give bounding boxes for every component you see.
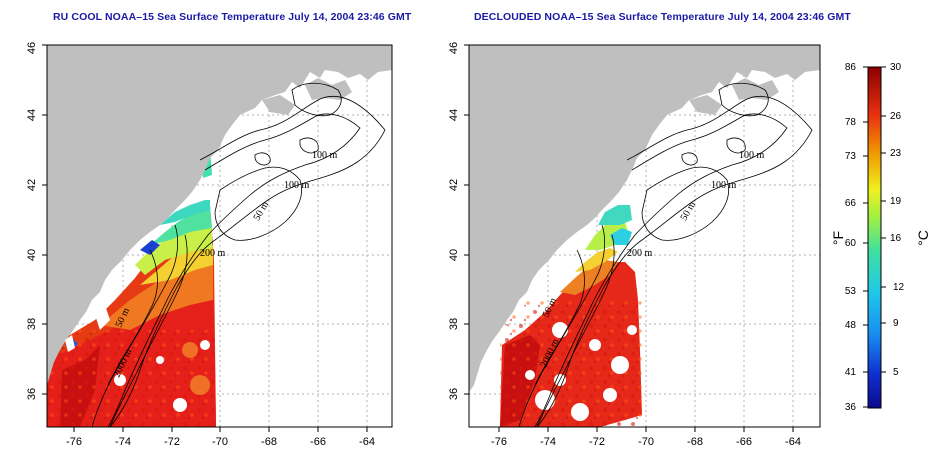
right-lat-label: 40 (448, 249, 460, 261)
sst-colorbar: 86 78 73 66 60 53 48 41 36 30 26 23 19 1… (830, 62, 931, 413)
left-panel-title: RU COOL NOAA–15 Sea Surface Temperature … (53, 11, 412, 23)
right-lon-label: -66 (736, 436, 752, 448)
right-lat-label: 36 (448, 388, 460, 400)
left-lon-label: -66 (310, 436, 326, 448)
colorbar-fahrenheit-labels: 86 78 73 66 60 53 48 41 36 (845, 62, 857, 413)
right-lon-label: -76 (491, 436, 507, 448)
right-axis-ticks (464, 44, 794, 432)
right-lat-tick-labels: 36 38 40 42 44 46 (448, 42, 460, 400)
fahrenheit-tick-label: 36 (845, 402, 857, 413)
colorbar-gradient (867, 66, 882, 409)
right-lon-label: -64 (785, 436, 801, 448)
right-lon-label: -70 (638, 436, 654, 448)
right-map-panel: 100 m 100 m 50 m 200 m 50 m 2000 m -76 -… (448, 42, 821, 448)
colorbar-ticks (863, 66, 886, 408)
colorbar-celsius-labels: 30 26 23 19 16 12 9 5 (890, 62, 905, 378)
left-bathymetry-contours (91, 82, 386, 427)
left-lon-label: -68 (261, 436, 277, 448)
fahrenheit-tick-label: 48 (845, 320, 857, 331)
left-lat-label: 44 (26, 109, 38, 121)
left-contour-label-100m-a: 100 m (312, 150, 338, 161)
left-land-mass (47, 45, 392, 385)
right-lon-tick-labels: -76 -74 -72 -70 -68 -66 -64 (491, 436, 801, 448)
right-contour-label-100m-b: 100 m (711, 180, 737, 191)
left-lon-label: -72 (164, 436, 180, 448)
fahrenheit-tick-label: 41 (845, 367, 857, 378)
left-lon-tick-labels: -76 -74 -72 -70 -68 -66 -64 (66, 436, 375, 448)
fahrenheit-tick-label: 66 (845, 198, 857, 209)
celsius-tick-label: 19 (890, 196, 902, 207)
right-land-mass (469, 45, 820, 392)
left-map-panel: 100 m 100 m 50 m 200 m 50 m 2000 m -76 -… (26, 42, 393, 448)
right-panel-title: DECLOUDED NOAA–15 Sea Surface Temperatur… (474, 11, 851, 23)
right-contour-label-100m-a: 100 m (739, 150, 765, 161)
left-lon-label: -74 (115, 436, 131, 448)
fahrenheit-tick-label: 53 (845, 286, 857, 297)
right-lon-label: -72 (589, 436, 605, 448)
celsius-tick-label: 23 (890, 148, 902, 159)
celsius-tick-label: 5 (893, 367, 899, 378)
celsius-tick-label: 30 (890, 62, 902, 73)
celsius-tick-label: 16 (890, 233, 902, 244)
left-lat-label: 36 (26, 388, 38, 400)
left-lon-label: -70 (212, 436, 228, 448)
right-plot-frame (468, 44, 821, 428)
right-lon-label: -68 (687, 436, 703, 448)
right-lat-label: 42 (448, 179, 460, 191)
left-lat-label: 46 (26, 42, 38, 54)
celsius-unit-label: °C (915, 230, 931, 246)
fahrenheit-tick-label: 60 (845, 238, 857, 249)
left-lat-label: 42 (26, 179, 38, 191)
right-bathymetry-contours (518, 82, 813, 427)
fahrenheit-unit-label: °F (830, 231, 846, 245)
left-contour-label-200m: 200 m (200, 248, 226, 259)
celsius-tick-label: 12 (893, 282, 905, 293)
celsius-tick-label: 26 (890, 111, 902, 122)
fahrenheit-tick-label: 86 (845, 62, 857, 73)
left-lat-label: 40 (26, 249, 38, 261)
left-contour-label-100m-b: 100 m (284, 180, 310, 191)
left-lat-tick-labels: 36 38 40 42 44 46 (26, 42, 38, 400)
left-lon-label: -64 (359, 436, 375, 448)
right-lat-label: 38 (448, 318, 460, 330)
left-axis-ticks (42, 44, 368, 432)
celsius-tick-label: 9 (893, 318, 899, 329)
right-lat-label: 44 (448, 109, 460, 121)
right-lon-label: -74 (540, 436, 556, 448)
left-lon-label: -76 (66, 436, 82, 448)
left-lat-label: 38 (26, 318, 38, 330)
right-contour-label-200m: 200 m (627, 248, 653, 259)
right-lat-label: 46 (448, 42, 460, 54)
fahrenheit-tick-label: 78 (845, 117, 857, 128)
fahrenheit-tick-label: 73 (845, 151, 857, 162)
